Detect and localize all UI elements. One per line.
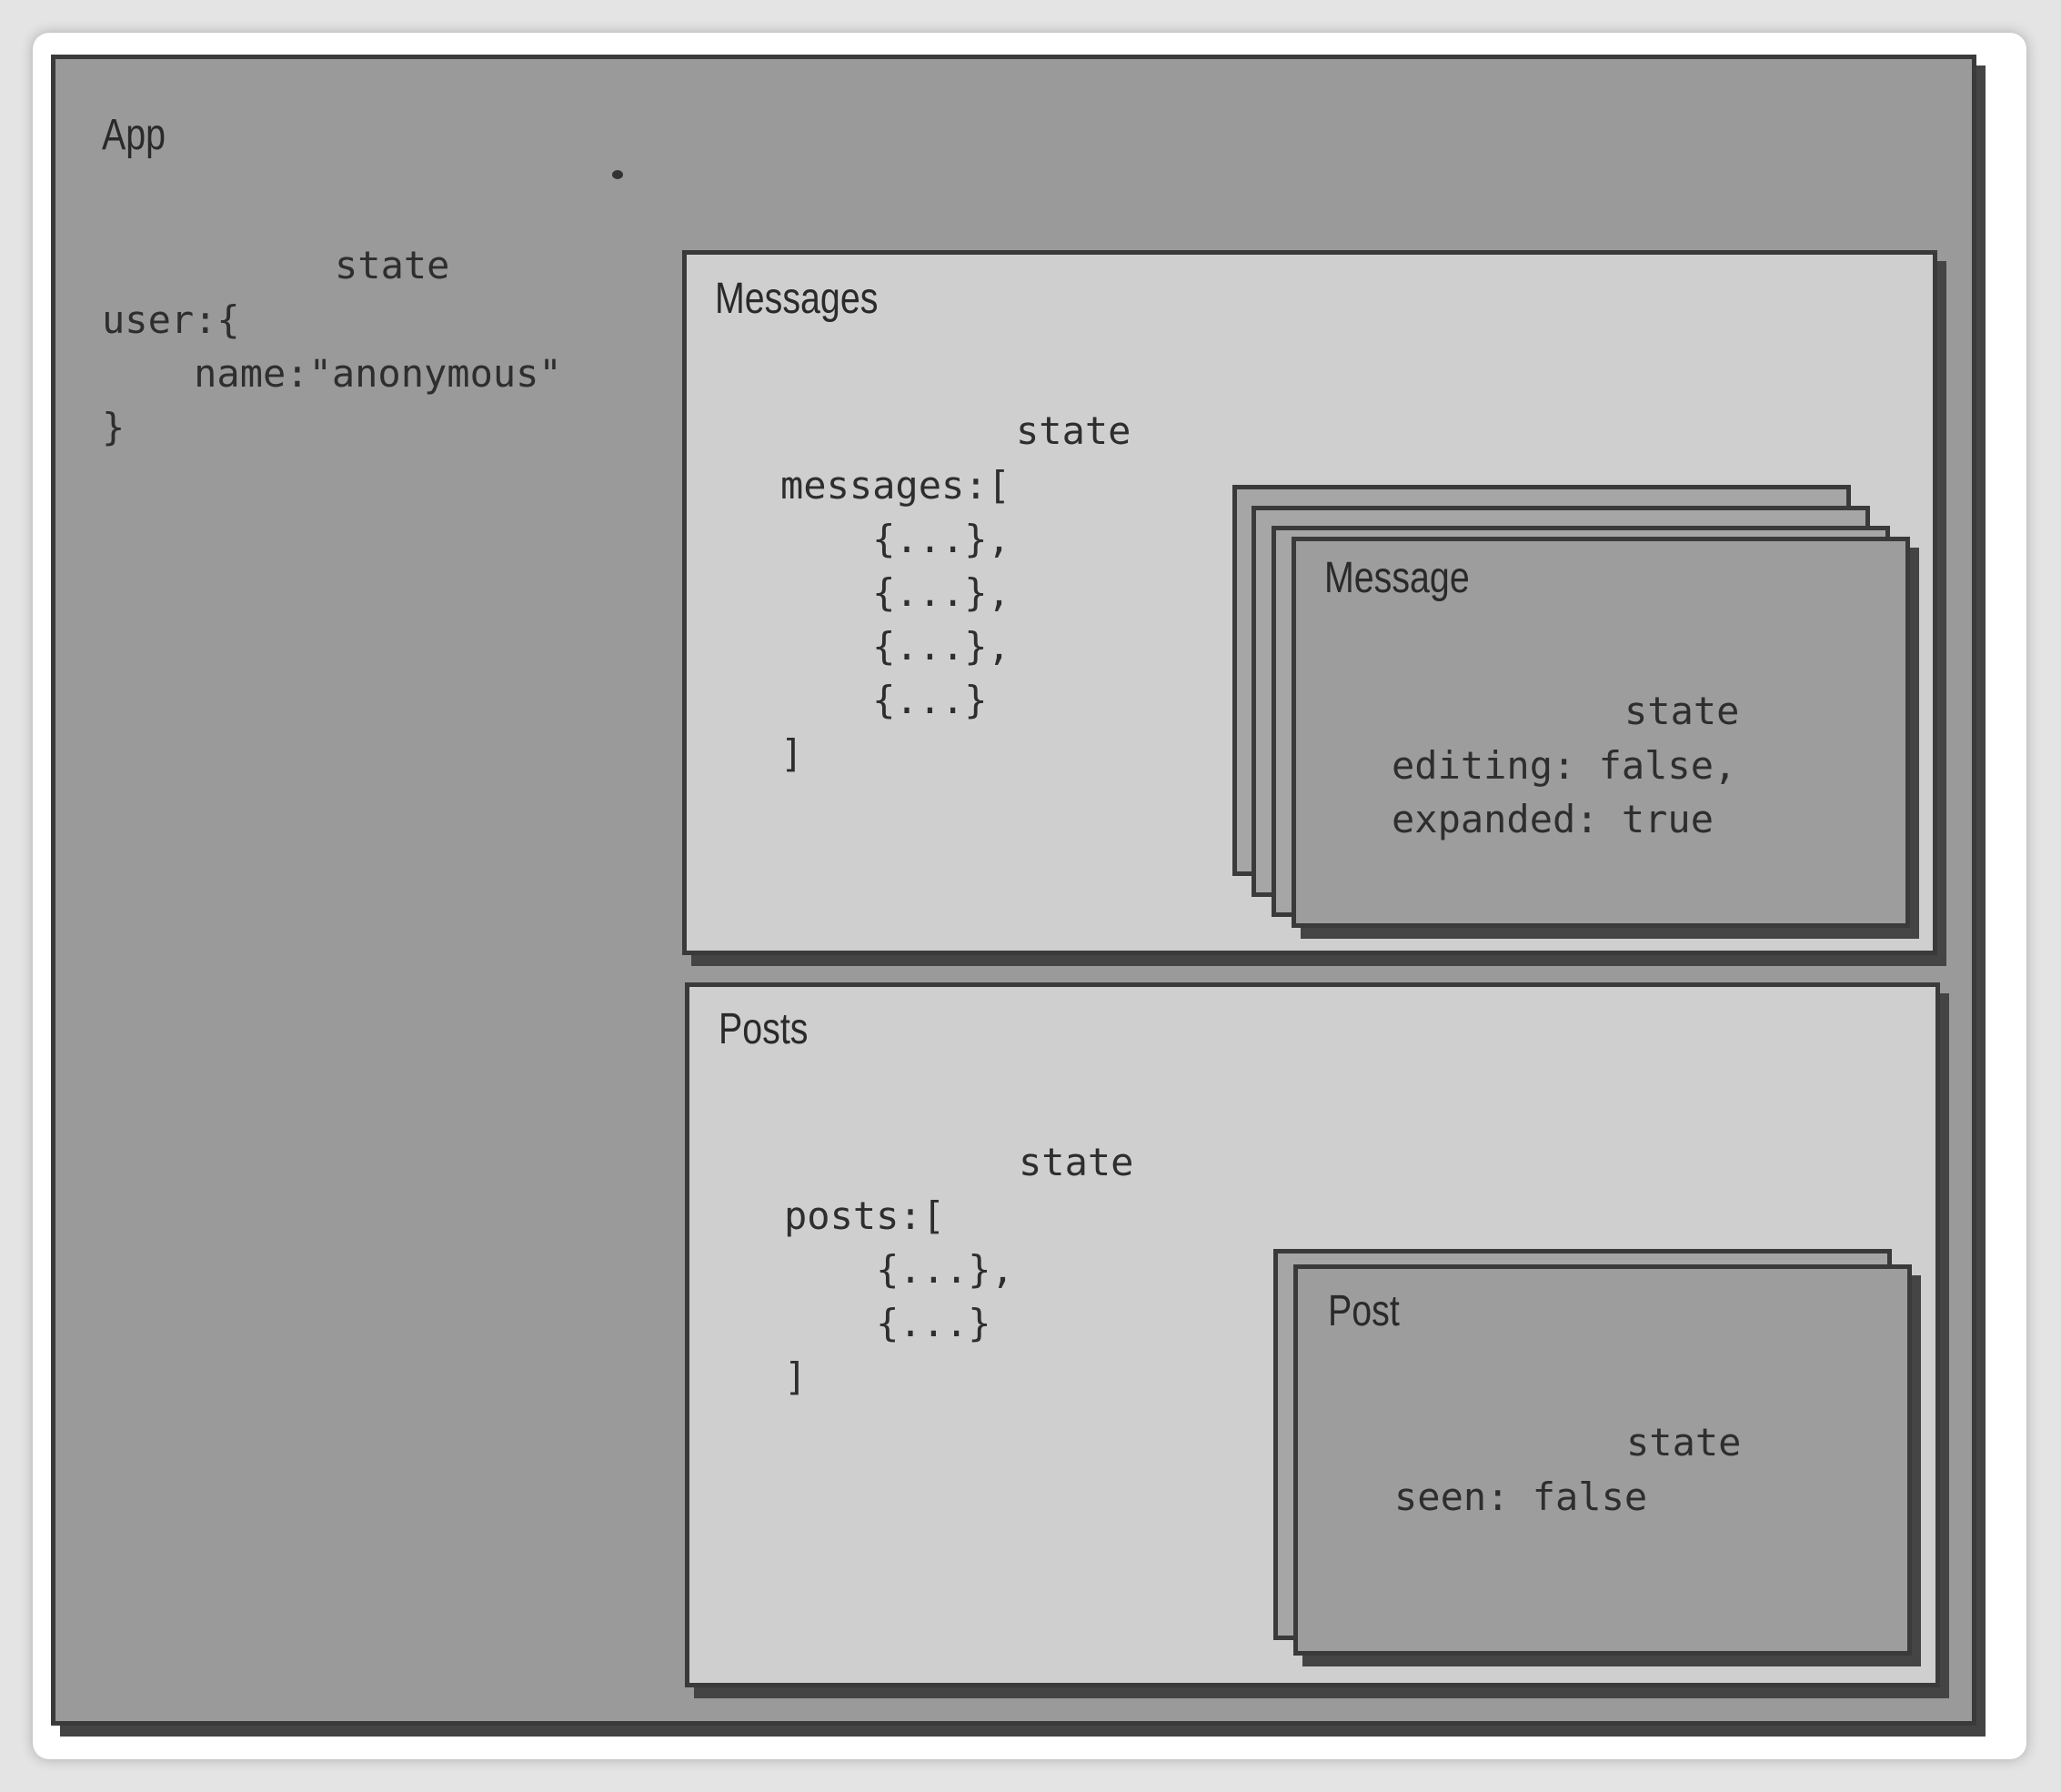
stray-mark	[612, 170, 623, 179]
post-title: Post	[1328, 1287, 1400, 1335]
post-state-label: state	[1626, 1420, 1742, 1465]
posts-title: Posts	[719, 1005, 809, 1053]
message-state-label: state	[1624, 689, 1740, 733]
message-state-code: editing: false, expanded: true	[1392, 743, 1737, 841]
messages-state-code: messages:[ {...}, {...}, {...}, {...} ]	[780, 463, 1010, 776]
message-title: Message	[1324, 554, 1470, 602]
post-component	[1293, 1264, 1912, 1656]
app-state-code: user:{ name:"anonymous" }	[102, 297, 562, 449]
app-state-label: state	[335, 243, 450, 287]
message-component	[1292, 537, 1910, 928]
post-state-code: seen: false	[1394, 1475, 1648, 1519]
messages-state-label: state	[1016, 408, 1131, 453]
app-title: App	[102, 111, 166, 159]
posts-state-label: state	[1019, 1140, 1134, 1184]
messages-title: Messages	[715, 275, 879, 323]
posts-state-code: posts:[ {...}, {...} ]	[784, 1193, 1014, 1399]
